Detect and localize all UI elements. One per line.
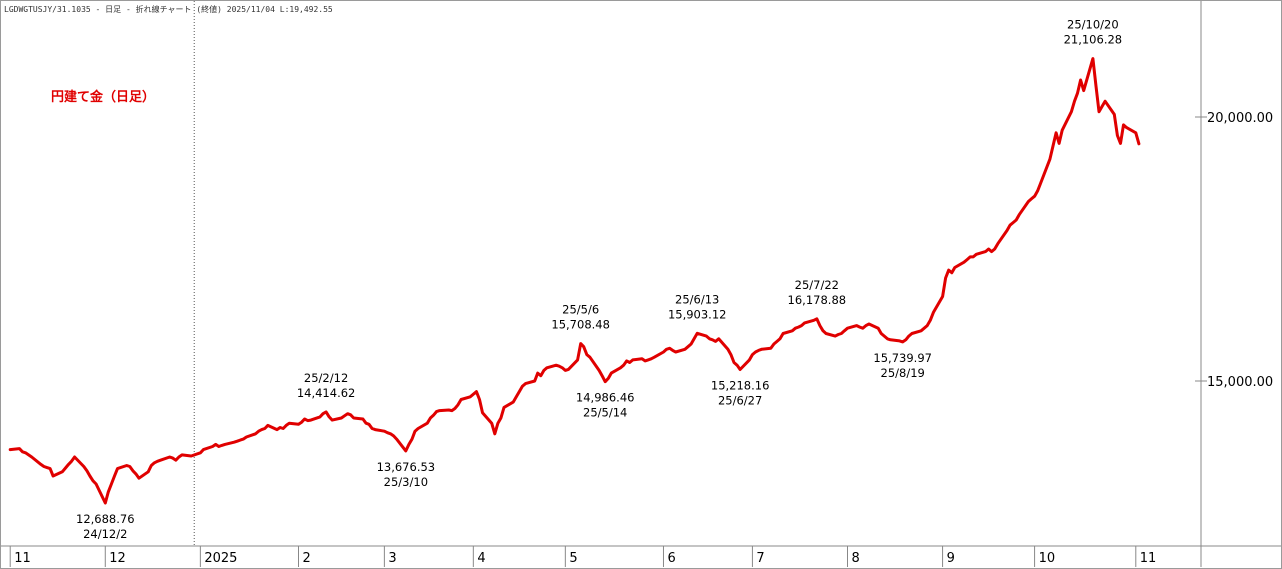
x-tick-label: 2025 <box>204 551 237 566</box>
annotation-date: 25/6/27 <box>718 393 762 407</box>
annotation-date: 25/2/12 <box>304 371 348 385</box>
annotation-value: 14,414.62 <box>297 386 356 400</box>
annotation-value: 12,688.76 <box>76 512 135 526</box>
x-tick-label: 10 <box>1039 551 1056 566</box>
x-tick-label: 11 <box>1140 551 1157 566</box>
x-tick-label: 4 <box>477 551 485 566</box>
annotation-value: 21,106.28 <box>1064 33 1123 47</box>
annotation-value: 16,178.88 <box>788 293 847 307</box>
annotation-value: 15,708.48 <box>551 318 610 332</box>
x-tick-label: 11 <box>14 551 31 566</box>
x-tick-label: 3 <box>388 551 396 566</box>
annotation-date: 25/6/13 <box>675 292 719 306</box>
annotation-value: 15,218.16 <box>711 378 770 392</box>
chart-header-text: LGDWGTUSJY/31.1035 - 日足 - 折れ線チャート (終値) 2… <box>4 4 333 14</box>
annotation-value: 13,676.53 <box>377 460 436 474</box>
annotation-value: 15,903.12 <box>668 307 727 321</box>
annotation-value: 15,739.97 <box>873 351 932 365</box>
annotation-value: 14,986.46 <box>576 391 635 405</box>
y-tick-label: 20,000.00 <box>1207 111 1273 126</box>
x-tick-label: 6 <box>667 551 675 566</box>
y-tick-label: 15,000.00 <box>1207 375 1273 390</box>
annotation-date: 25/8/19 <box>881 366 925 380</box>
x-tick-label: 8 <box>851 551 859 566</box>
annotation-date: 25/7/22 <box>795 278 839 292</box>
annotation-date: 25/3/10 <box>384 475 428 489</box>
x-tick-label: 7 <box>756 551 764 566</box>
annotation-date: 25/5/6 <box>562 303 599 317</box>
x-tick-label: 9 <box>947 551 955 566</box>
chart-title: 円建て金（日足） <box>51 89 155 105</box>
annotation-date: 24/12/2 <box>83 527 127 541</box>
series-line <box>8 57 1141 505</box>
plot-area <box>8 57 1141 505</box>
annotation-date: 25/10/20 <box>1067 18 1119 32</box>
x-tick-label: 2 <box>303 551 311 566</box>
annotation-date: 25/5/14 <box>583 406 627 420</box>
x-tick-label: 12 <box>109 551 126 566</box>
x-tick-label: 5 <box>569 551 577 566</box>
